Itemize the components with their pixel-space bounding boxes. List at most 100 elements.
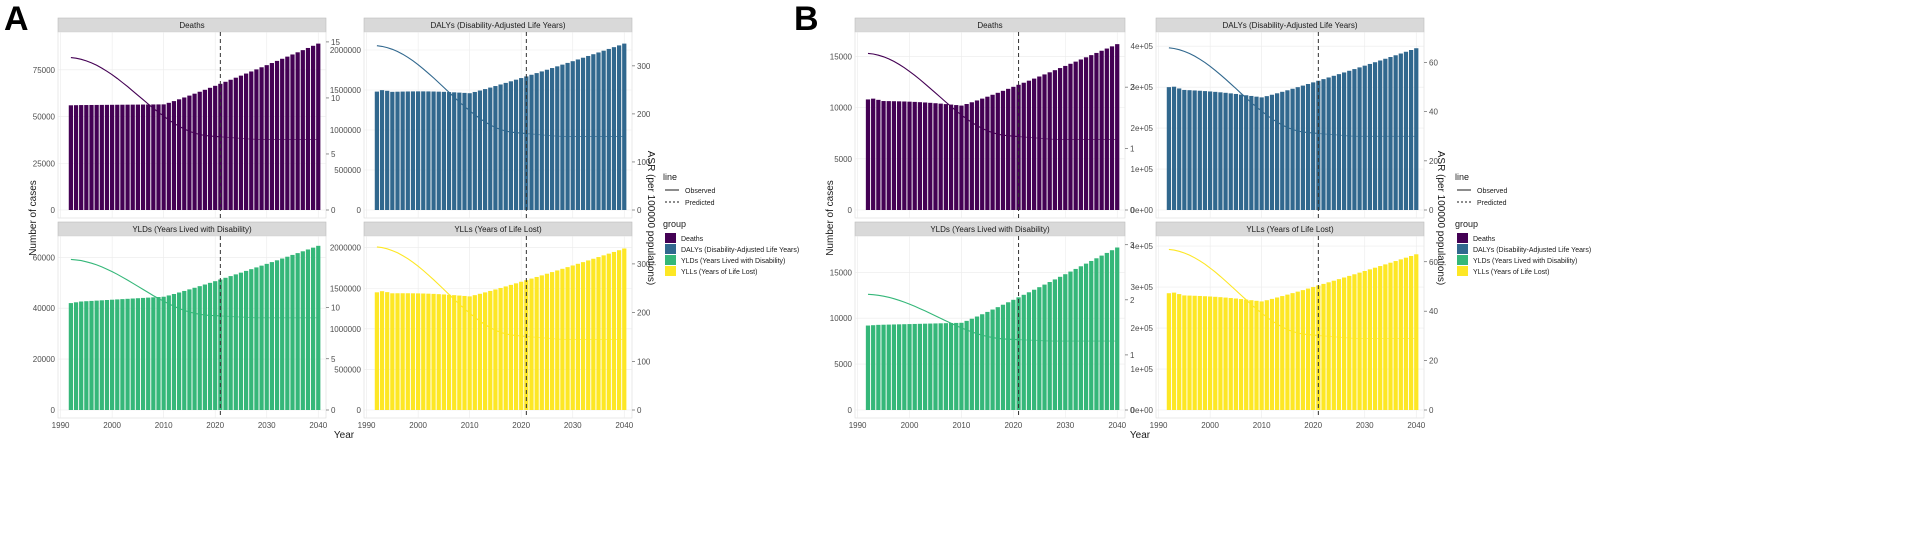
y2-tick-label: 200 [637, 309, 651, 318]
bar-2010 [467, 296, 472, 410]
legend-group-label: Deaths [1473, 236, 1496, 243]
bar-1996 [395, 91, 400, 210]
x-tick-label: 2030 [258, 421, 276, 430]
bar-2005 [1233, 93, 1238, 210]
asr-line-observed [1168, 47, 1319, 134]
bar-2013 [1275, 93, 1280, 210]
bar-2033 [1078, 59, 1083, 211]
bar-2022 [1021, 294, 1026, 410]
bar-2025 [544, 69, 550, 211]
bar-2031 [1367, 269, 1372, 410]
bar-2016 [192, 287, 197, 410]
y-tick-label: 1000000 [330, 126, 362, 135]
bar-2030 [1362, 65, 1367, 210]
y-tick-label: 4e+05 [1131, 42, 1154, 51]
bar-1994 [1177, 294, 1182, 410]
bar-2010 [959, 105, 964, 210]
bar-1997 [1192, 90, 1197, 210]
bar-2018 [1300, 290, 1305, 410]
bar-2035 [1089, 260, 1094, 410]
bar-2015 [985, 96, 990, 210]
bar-1995 [390, 293, 395, 410]
x-tick-label: 1990 [849, 421, 867, 430]
bar-2024 [233, 274, 238, 410]
bar-1995 [1182, 89, 1187, 210]
facet-dalys: DALYs (Disability-Adjusted Life Years) 0 5… [330, 17, 651, 219]
bar-2027 [1347, 70, 1352, 210]
bar-2025 [1336, 279, 1342, 410]
bar-2026 [1342, 72, 1347, 210]
bar-1999 [1202, 91, 1208, 210]
bar-2027 [555, 270, 560, 410]
x-tick-label: 2000 [1201, 421, 1219, 430]
asr-line-predicted [220, 136, 319, 140]
bar-2040 [1414, 254, 1419, 410]
asr-line-predicted [1018, 339, 1118, 342]
bar-2009 [1254, 96, 1259, 210]
asr-line-predicted [526, 335, 625, 340]
y-tick-label: 2000000 [330, 244, 362, 253]
bar-2012 [477, 293, 483, 410]
bar-2024 [1032, 289, 1037, 410]
bar-2000 [110, 104, 115, 210]
bar-2038 [1104, 252, 1109, 410]
panel-letter: A [4, 0, 29, 38]
legend-group-label: DALYs (Disability-Adjusted Life Years) [681, 247, 799, 254]
bar-2009 [462, 295, 467, 410]
bar-1999 [410, 91, 416, 210]
bar-1993 [871, 98, 876, 210]
bar-1998 [405, 293, 410, 410]
bar-1992 [865, 99, 871, 210]
bar-2012 [1269, 298, 1275, 410]
bar-2038 [611, 251, 617, 410]
x-tick-label: 2010 [1253, 421, 1271, 430]
y2-tick-label: 0 [1429, 206, 1434, 215]
y2-tick-label: 20 [1429, 357, 1438, 366]
bar-2007 [146, 104, 151, 210]
bar-2016 [1290, 293, 1295, 410]
bar-2006 [140, 104, 146, 210]
bar-1997 [94, 104, 99, 210]
y2-tick-label: 0 [637, 406, 642, 415]
bar-2036 [601, 50, 606, 211]
bar-2010 [467, 93, 472, 210]
facet-title: Deaths [977, 21, 1002, 30]
bar-2024 [1032, 78, 1037, 210]
bar-1996 [1187, 90, 1192, 210]
bar-1994 [385, 90, 390, 210]
bar-2014 [488, 290, 493, 410]
bar-2008 [1249, 95, 1254, 210]
y-tick-label: 1000000 [330, 325, 362, 334]
bar-2037 [606, 48, 611, 211]
bar-2002 [120, 104, 125, 210]
bar-2021 [1316, 285, 1321, 410]
bar-2017 [995, 92, 1000, 210]
bar-2006 [140, 297, 146, 410]
bar-2027 [1347, 275, 1352, 410]
bar-2005 [933, 103, 938, 210]
y-tick-label: 0 [51, 206, 56, 215]
facet-title: YLLs (Years of Life Lost) [454, 225, 542, 234]
asr-line-observed [70, 258, 221, 317]
bar-2000 [110, 299, 115, 410]
x-tick-label: 2040 [615, 421, 633, 430]
bar-2030 [264, 65, 269, 210]
y2-tick-label: 2 [1130, 83, 1135, 92]
bar-2034 [285, 256, 290, 410]
y2-tick-label: 3 [1130, 241, 1135, 250]
asr-line-predicted [1318, 132, 1417, 137]
bar-2024 [233, 77, 238, 211]
y2-tick-label: 20 [1429, 157, 1438, 166]
y-tick-label: 3e+05 [1131, 83, 1154, 92]
bar-2003 [431, 293, 436, 410]
bar-2028 [254, 267, 259, 410]
bar-2031 [1068, 63, 1073, 210]
y2-tick-label: 15 [331, 38, 340, 47]
bar-2027 [249, 269, 254, 410]
facet-ylls: YLLs (Years of Life Lost) 0 500000 1000000 1… [330, 221, 651, 430]
y-tick-label: 500000 [334, 166, 361, 175]
y2-tick-label: 100 [637, 357, 651, 366]
bar-2019 [207, 87, 213, 210]
bar-2000 [416, 293, 421, 410]
y-tick-label: 1500000 [330, 284, 362, 293]
